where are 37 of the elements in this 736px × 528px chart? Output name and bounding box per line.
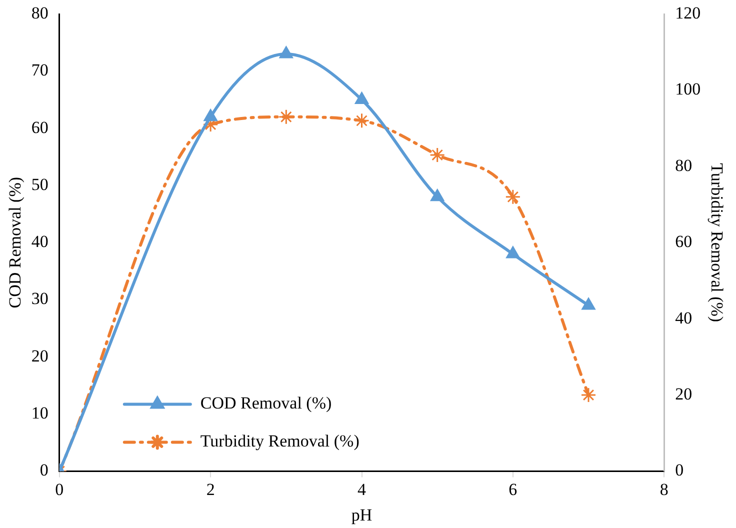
y-axis-title: COD Removal (%)	[6, 176, 25, 308]
y-tick-label: 70	[31, 60, 48, 80]
point	[582, 298, 596, 310]
point	[354, 112, 370, 128]
x-tick-label: 0	[55, 480, 64, 499]
x-tick-label: 8	[660, 480, 668, 499]
point	[580, 387, 596, 403]
y2-tick-label: 80	[675, 156, 692, 175]
point	[354, 92, 369, 104]
point	[278, 109, 294, 125]
point	[204, 109, 218, 122]
point	[430, 189, 444, 202]
y-tick-label: 60	[31, 118, 48, 137]
x-tick-label: 2	[206, 480, 215, 499]
y-tick-label: 40	[31, 232, 48, 252]
legend-label: COD Removal (%)	[200, 394, 332, 413]
y2-axis-title: Turbidity Removal (%)	[707, 163, 726, 322]
point	[430, 147, 446, 163]
point	[505, 189, 521, 205]
point	[506, 246, 520, 258]
y-tick-label: 20	[31, 346, 48, 366]
y-tick-label: 50	[31, 174, 48, 194]
legend-label: Turbidity Removal (%)	[200, 432, 360, 451]
y2-tick-label: 120	[675, 3, 701, 22]
y-tick-label: 30	[31, 289, 48, 308]
x-axis-title: pH	[351, 505, 372, 524]
y-tick-label: 0	[40, 460, 48, 480]
x-tick-label: 6	[508, 480, 518, 499]
point	[279, 46, 293, 58]
y2-tick-label: 100	[675, 80, 701, 99]
y2-tick-label: 20	[675, 384, 692, 404]
y2-tick-label: 60	[675, 232, 692, 252]
x-tick-label: 4	[358, 480, 366, 499]
y2-tick-label: 0	[675, 460, 684, 480]
y2-tick-label: 40	[675, 308, 692, 328]
y-tick-label: 10	[31, 404, 48, 423]
y-tick-label: 80	[31, 3, 48, 22]
